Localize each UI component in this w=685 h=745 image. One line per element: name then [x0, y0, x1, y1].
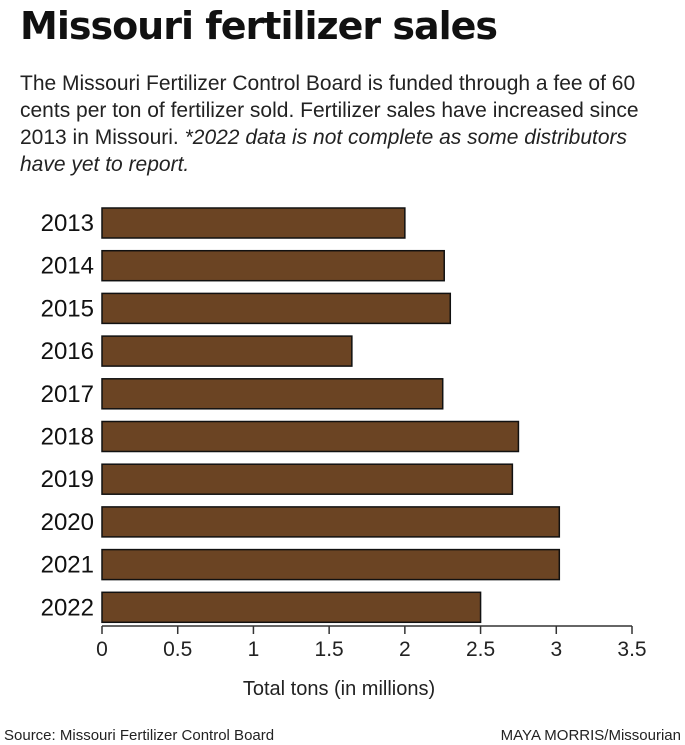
chart-subtitle: The Missouri Fertilizer Control Board is…	[20, 70, 670, 178]
bars-group	[101, 207, 561, 624]
category-labels: 2013 2014 2015 2016 2017 2018 2019 2020 2021 2022	[41, 210, 94, 621]
category-label-2019: 2019	[41, 466, 94, 493]
subtitle-main: The Missouri Fertilizer Control Board is…	[20, 72, 639, 149]
bar-2017	[101, 378, 444, 410]
category-label-2017: 2017	[41, 381, 94, 408]
category-label-2014: 2014	[41, 253, 94, 280]
category-label-2013: 2013	[41, 210, 94, 237]
category-label-2020: 2020	[41, 509, 94, 536]
bar-2014	[101, 249, 445, 282]
bar-2018	[101, 420, 520, 453]
category-label-2018: 2018	[41, 424, 94, 451]
category-label-2016: 2016	[41, 338, 94, 365]
x-axis-label: Total tons (in millions)	[243, 678, 435, 700]
category-label-2015: 2015	[41, 295, 94, 322]
bar-2016	[101, 335, 353, 367]
x-tick-label: 2.5	[466, 638, 495, 661]
bar-2020	[101, 506, 561, 538]
x-tick-label: 2	[399, 638, 411, 661]
bar-2022	[101, 591, 482, 624]
category-label-2022: 2022	[41, 594, 94, 621]
credit-outlet: /Missourian	[604, 727, 681, 744]
bar-2019	[101, 463, 514, 495]
x-axis: 0 0.5 1 1.5 2 2.5 3 3.5	[96, 625, 647, 661]
x-tick-label: 1	[248, 638, 260, 661]
x-tick-label: 0.5	[163, 638, 192, 661]
chart-title: Missouri fertilizer sales	[20, 4, 498, 48]
category-label-2021: 2021	[41, 552, 94, 579]
bar-chart: 2013201420152016201720182019202020212022…	[41, 207, 647, 700]
x-tick-label: 0	[96, 638, 108, 661]
bar-2021	[101, 548, 561, 581]
source-note: Source: Missouri Fertilizer Control Boar…	[4, 727, 275, 744]
credit: MAYA MORRIS/Missourian	[501, 727, 681, 744]
subtitle-note: *2022 data is not complete as some distr…	[20, 126, 627, 176]
bar-2015	[101, 292, 452, 325]
x-tick-label: 3.5	[617, 638, 646, 661]
x-tick-label: 1.5	[315, 638, 344, 661]
credit-name: MAYA MORRIS	[500, 727, 605, 744]
x-tick-label: 3	[550, 638, 562, 661]
bar-2013	[101, 207, 406, 239]
